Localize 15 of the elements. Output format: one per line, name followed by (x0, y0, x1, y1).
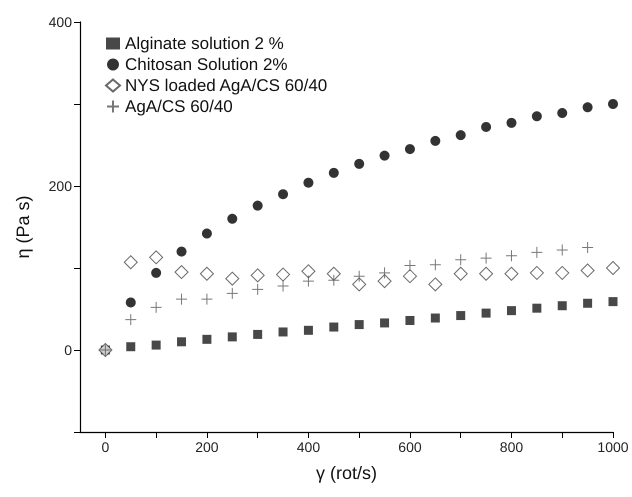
legend-label: Chitosan Solution 2% (125, 55, 288, 74)
x-tick-label: 0 (101, 439, 110, 455)
y-tick-label: 400 (48, 14, 72, 30)
y-tick-label: 200 (48, 178, 72, 194)
legend-label: NYS loaded AgA/CS 60/40 (125, 76, 328, 95)
x-tick-label: 200 (195, 439, 219, 455)
x-tick-label: 1000 (597, 439, 629, 455)
legend-label: Alginate solution 2 % (125, 34, 284, 53)
y-tick-label: 0 (64, 342, 72, 358)
legend-label: AgA/CS 60/40 (125, 97, 233, 116)
x-tick-label: 400 (296, 439, 320, 455)
y-axis-title: η (Pa s) (13, 195, 33, 259)
x-axis-title: γ (rot/s) (316, 463, 377, 483)
x-tick-label: 800 (500, 439, 524, 455)
x-tick-label: 600 (398, 439, 422, 455)
